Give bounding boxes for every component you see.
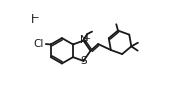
- Text: +: +: [83, 34, 90, 43]
- Text: I: I: [30, 14, 34, 26]
- Text: N: N: [80, 35, 87, 45]
- Text: S: S: [80, 56, 87, 66]
- Text: −: −: [31, 13, 40, 23]
- Text: Cl: Cl: [34, 39, 44, 49]
